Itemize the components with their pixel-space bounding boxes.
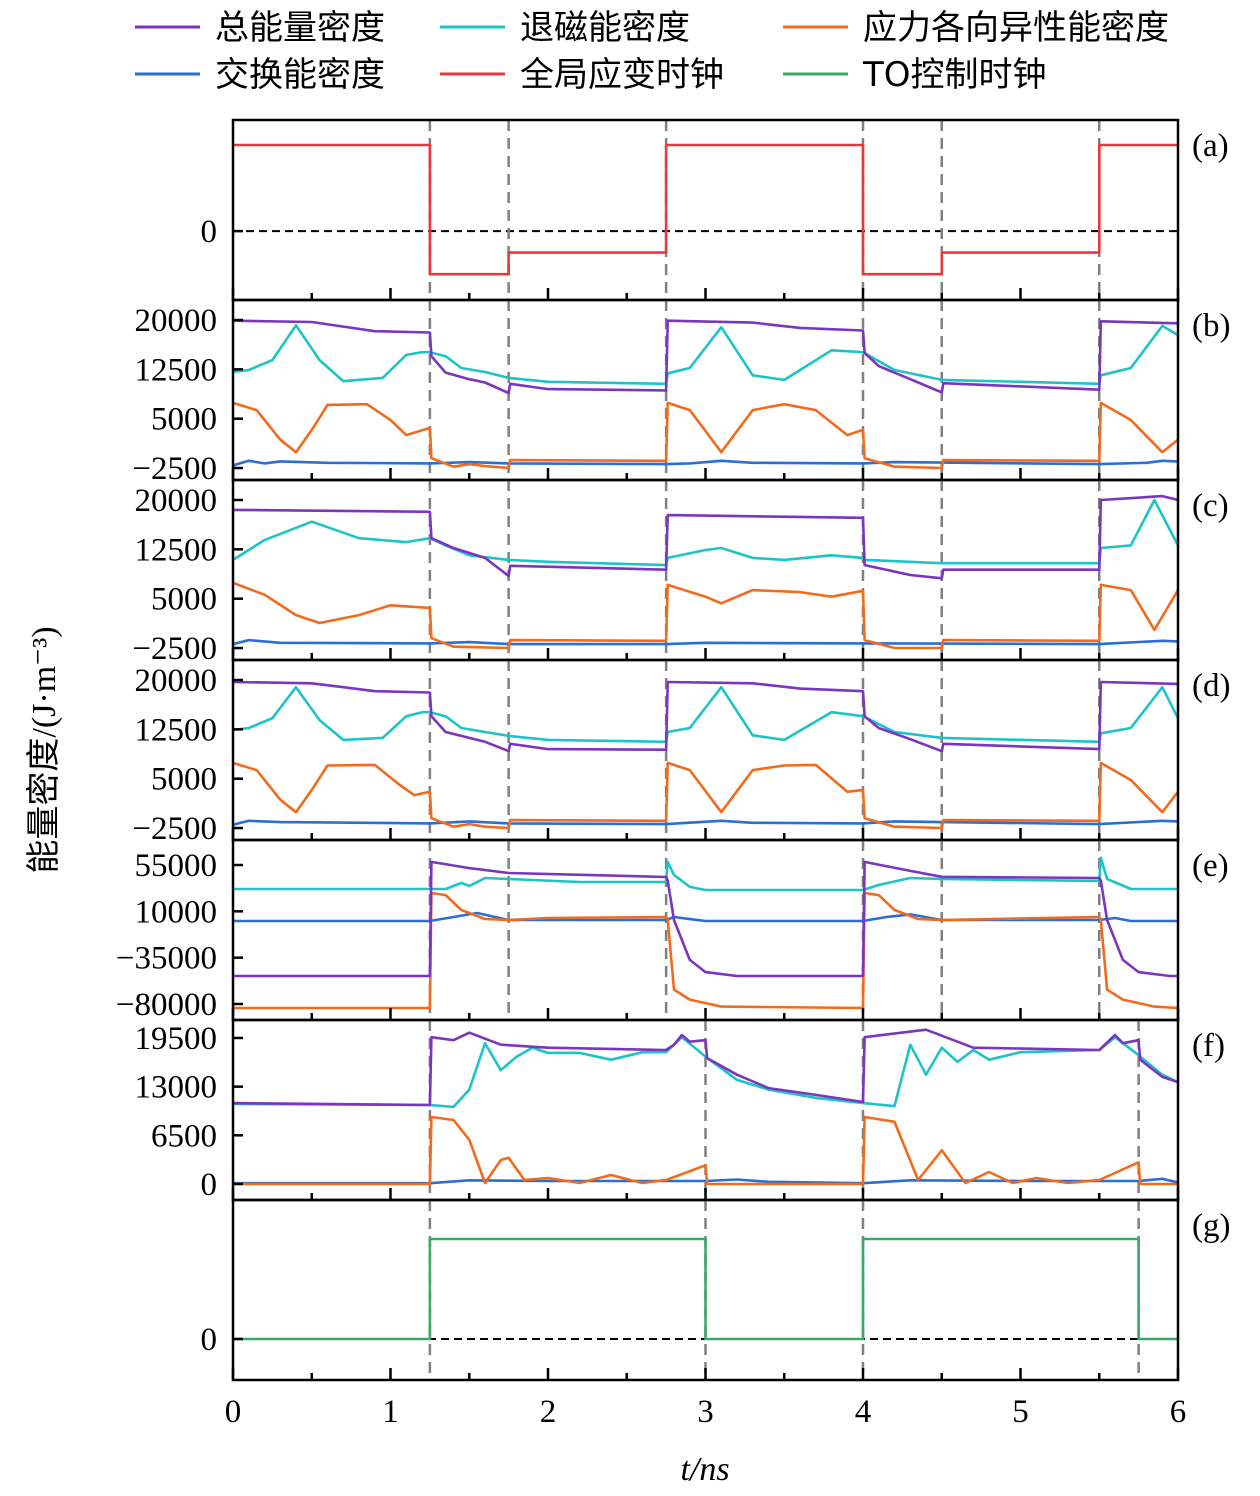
panel-g: 0 (g) xyxy=(201,1198,1230,1382)
legend-entry: 总能量密度 xyxy=(135,8,385,48)
legend-entry: 退磁能密度 xyxy=(440,8,690,48)
legend-entry: 全局应变时钟 xyxy=(440,55,724,95)
panel-e: 55000 10000 −35000 −80000 (e) xyxy=(116,838,1229,1023)
panel-label: (a) xyxy=(1192,128,1229,164)
series-line xyxy=(233,498,1178,567)
legend-entry: 交换能密度 xyxy=(135,55,385,95)
series-line xyxy=(233,401,1178,470)
legend-label: 总能量密度 xyxy=(215,8,385,48)
panel-frame xyxy=(231,838,1180,1022)
y-tick-label: 13000 xyxy=(135,1070,218,1106)
panel-d: 20000 12500 5000 −2500 (d) xyxy=(132,658,1230,847)
y-tick-label: 12500 xyxy=(135,352,218,388)
series-line xyxy=(233,680,1178,753)
panel-plot-area xyxy=(233,1200,1178,1380)
series-line xyxy=(233,1237,1178,1341)
y-tick-label: 6500 xyxy=(151,1118,217,1154)
legend-entry: TO控制时钟 xyxy=(783,55,1047,95)
x-tick-label: 1 xyxy=(382,1394,399,1430)
panel-plot-area xyxy=(233,660,1178,840)
legend-entry: 应力各向异性能密度 xyxy=(783,8,1169,48)
panel-frame xyxy=(231,658,1180,842)
series-line xyxy=(233,494,1178,580)
panels: 0 (a) 20000 12500 5000 −2500 (b) 20000 12500 5000… xyxy=(116,118,1230,1382)
panel-c: 20000 12500 5000 −2500 (c) xyxy=(132,478,1229,667)
x-axis-title: t/ns xyxy=(680,1451,729,1488)
legend-label: 退磁能密度 xyxy=(520,8,690,48)
series-line xyxy=(233,1028,1178,1107)
panel-label: (f) xyxy=(1192,1028,1225,1064)
series-line xyxy=(233,581,1178,650)
y-tick-label: −2500 xyxy=(132,451,217,487)
y-tick-label: −80000 xyxy=(116,987,217,1023)
legend-label: 全局应变时钟 xyxy=(520,55,724,95)
y-tick-label: 0 xyxy=(201,1322,218,1358)
series-line xyxy=(233,1177,1178,1185)
series-line xyxy=(233,459,1178,467)
y-tick-label: 0 xyxy=(201,1167,218,1203)
panel-plot-area xyxy=(233,300,1178,480)
series-line xyxy=(233,324,1178,386)
series-line xyxy=(233,891,1178,1010)
panel-label: (c) xyxy=(1192,488,1229,524)
y-axis-title: 能量密度/(J·m⁻³) xyxy=(25,626,63,873)
y-tick-label: 55000 xyxy=(135,848,218,884)
series-line xyxy=(233,685,1178,744)
panel-label: (d) xyxy=(1192,668,1230,704)
panel-plot-area xyxy=(233,840,1178,1020)
panel-label: (b) xyxy=(1192,308,1230,344)
y-tick-label: 20000 xyxy=(135,303,218,339)
series-line xyxy=(233,860,1178,978)
panel-plot-area xyxy=(233,480,1178,660)
series-line xyxy=(233,319,1178,395)
x-tick-label: 4 xyxy=(855,1394,872,1430)
legend-label: TO控制时钟 xyxy=(862,55,1047,95)
series-line xyxy=(233,761,1178,830)
x-tick-label: 3 xyxy=(697,1394,714,1430)
x-tick-label: 0 xyxy=(225,1394,242,1430)
y-tick-label: −2500 xyxy=(132,631,217,667)
x-tick-label: 5 xyxy=(1012,1394,1029,1430)
y-tick-label: 5000 xyxy=(151,762,217,798)
y-tick-label: 19500 xyxy=(135,1021,218,1057)
panel-frame xyxy=(231,118,1180,302)
panel-a: 0 (a) xyxy=(201,118,1229,302)
panel-f: 19500 13000 6500 0 (f) xyxy=(135,1018,1225,1203)
panel-b: 20000 12500 5000 −2500 (b) xyxy=(132,298,1230,487)
panel-label: (g) xyxy=(1192,1208,1230,1244)
series-line xyxy=(233,1035,1178,1109)
legend-label: 应力各向异性能密度 xyxy=(863,8,1169,48)
x-axis: 0 1 2 3 4 5 6 xyxy=(225,1394,1187,1430)
x-tick-label: 2 xyxy=(540,1394,557,1430)
y-tick-label: 5000 xyxy=(151,582,217,618)
y-tick-label: 20000 xyxy=(135,663,218,699)
series-line xyxy=(233,638,1178,646)
y-tick-label: 20000 xyxy=(135,483,218,519)
panel-frame xyxy=(231,298,1180,482)
x-tick-label: 6 xyxy=(1170,1394,1187,1430)
y-tick-label: 5000 xyxy=(151,402,217,438)
panel-label: (e) xyxy=(1192,848,1229,884)
series-line xyxy=(233,819,1178,826)
legend-label: 交换能密度 xyxy=(215,55,385,95)
series-line xyxy=(233,856,1178,892)
panel-plot-area xyxy=(233,1020,1178,1200)
y-tick-label: 10000 xyxy=(135,894,218,930)
y-tick-label: 12500 xyxy=(135,712,218,748)
y-tick-label: 12500 xyxy=(135,532,218,568)
series-line xyxy=(233,1115,1178,1186)
panel-plot-area xyxy=(233,120,1178,300)
series-line xyxy=(233,143,1178,276)
y-tick-label: 0 xyxy=(201,214,218,250)
y-tick-label: −2500 xyxy=(132,811,217,847)
y-tick-label: −35000 xyxy=(116,941,217,977)
